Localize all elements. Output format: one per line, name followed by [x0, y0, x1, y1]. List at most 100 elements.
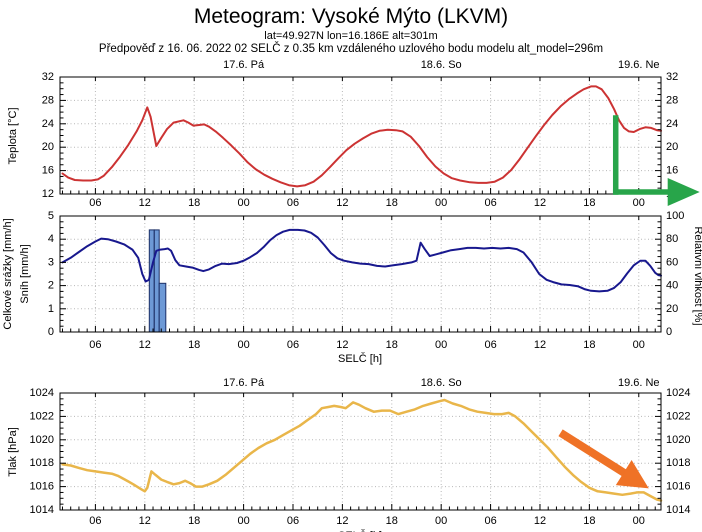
- y-axis-title: Teplota [°C]: [7, 108, 19, 165]
- x-tick-label: 06: [89, 515, 101, 527]
- x-tick-label: 06: [89, 339, 101, 351]
- y-tick-label: 0: [48, 326, 54, 338]
- x-tick-label: 18: [583, 515, 595, 527]
- arrow-head: [667, 177, 700, 206]
- y-tick-label: 1018: [30, 457, 54, 469]
- day-label: 18.6. So: [421, 59, 462, 71]
- y-tick-label-right: 20: [666, 141, 678, 153]
- x-tick-label: 00: [633, 339, 645, 351]
- x-tick-label: 18: [188, 515, 200, 527]
- x-tick-label: 00: [435, 515, 447, 527]
- y-tick-label: 24: [42, 118, 54, 130]
- axis-ticks: [60, 76, 661, 195]
- y-tick-label-right: 24: [666, 118, 678, 130]
- y-tick-label-right: 1024: [666, 387, 690, 399]
- y-tick-label-right: 1016: [666, 481, 690, 493]
- x-tick-label: 18: [583, 197, 595, 209]
- y-tick-label: 5: [48, 210, 54, 222]
- day-label: 19.6. Ne: [618, 377, 660, 389]
- panel-frame: [59, 392, 662, 511]
- arrow-head: [615, 460, 649, 489]
- day-label: 19.6. Ne: [618, 59, 660, 71]
- y-tick-label: 20: [42, 141, 54, 153]
- x-tick-label: 00: [633, 197, 645, 209]
- page-title: Meteogram: Vysoké Mýto (LKVM): [193, 5, 509, 28]
- orange-arrow-annotation: [558, 429, 649, 489]
- forecast-info-line: Předpověď z 16. 06. 2022 02 SELČ z 0.35 …: [98, 43, 604, 55]
- teplota-line: [61, 85, 662, 188]
- x-tick-label: 12: [139, 197, 151, 209]
- x-tick-label: 12: [534, 515, 546, 527]
- day-label: 17.6. Pá: [223, 59, 265, 71]
- y-tick-label-right: 1018: [666, 457, 690, 469]
- y-tick-label: 1: [48, 303, 54, 315]
- x-tick-label: 12: [336, 515, 348, 527]
- green-elbow-arrow-annotation: [612, 115, 700, 206]
- y-tick-label: 12: [42, 188, 54, 200]
- tlak-line: [61, 398, 663, 502]
- x-tick-label: 06: [287, 515, 299, 527]
- y-tick-label-right: 32: [666, 71, 678, 83]
- y-tick-label: 1024: [30, 387, 54, 399]
- x-tick-label: 12: [534, 339, 546, 351]
- x-tick-label: 06: [89, 197, 101, 209]
- y-tick-label-right: 1020: [666, 434, 690, 446]
- arrow-shaft: [558, 429, 630, 479]
- precip-bar: [153, 229, 160, 333]
- x-tick-label: 18: [386, 339, 398, 351]
- x-tick-label: 06: [287, 197, 299, 209]
- relativn-vlhkost-line: [61, 228, 662, 293]
- axis-ticks: [60, 392, 661, 511]
- x-tick-label: 12: [139, 515, 151, 527]
- humidity-tick-label: 0: [666, 326, 672, 338]
- panel-teplota: 12 12 16 16 20 20 24 24 28 28 32 32 06 12 18 00 06 12 18 00…: [7, 59, 700, 209]
- x-tick-label: 00: [237, 339, 249, 351]
- humidity-tick-label: 80: [666, 233, 678, 245]
- x-tick-label: 18: [386, 197, 398, 209]
- day-label: 17.6. Pá: [223, 377, 265, 389]
- x-tick-label: 00: [435, 197, 447, 209]
- x-tick-label: 18: [386, 515, 398, 527]
- panel-tlak: 1014 1014 1016 1016 1018 1018 1020 1020 1022 1022…: [7, 377, 690, 532]
- y-tick-label: 16: [42, 165, 54, 177]
- humidity-tick-label: 100: [666, 210, 684, 222]
- precip-bar: [158, 282, 167, 333]
- panel-frame: [59, 76, 662, 195]
- humidity-tick-label: 20: [666, 303, 678, 315]
- x-tick-label: 06: [287, 339, 299, 351]
- y-tick-label-right: 1014: [666, 504, 690, 516]
- x-tick-label: 12: [139, 339, 151, 351]
- right-axis-title: Relativní vlhkost [%]: [692, 226, 702, 325]
- x-tick-label: 06: [484, 515, 496, 527]
- y-axis-title-precip: Celkové srážky [mm/h]: [2, 218, 14, 329]
- x-tick-label: 00: [633, 515, 645, 527]
- location-subtitle: lat=49.927N lon=16.186E alt=301m: [264, 30, 438, 42]
- y-tick-label: 1014: [30, 504, 54, 516]
- y-tick-label-right: 1022: [666, 410, 690, 422]
- x-axis-title: SELČ [h]: [338, 352, 382, 365]
- y-tick-label-right: 28: [666, 94, 678, 106]
- precip-bar: [148, 229, 155, 333]
- precipitation-bars: [148, 229, 167, 333]
- y-tick-label-right: 16: [666, 165, 678, 177]
- x-tick-label: 18: [188, 197, 200, 209]
- x-tick-label: 06: [484, 339, 496, 351]
- day-label: 18.6. So: [421, 377, 462, 389]
- y-tick-label: 1020: [30, 434, 54, 446]
- x-tick-label: 00: [237, 197, 249, 209]
- x-tick-label: 12: [534, 197, 546, 209]
- y-axis-title: Tlak [hPa]: [7, 427, 19, 477]
- y-tick-label: 28: [42, 94, 54, 106]
- y-axis-title-snow: Sníh [mm/h]: [19, 244, 31, 303]
- x-tick-label: 06: [484, 197, 496, 209]
- y-tick-label: 4: [48, 233, 54, 245]
- axis-ticks: [60, 215, 661, 333]
- humidity-tick-label: 60: [666, 256, 678, 268]
- x-tick-label: 18: [188, 339, 200, 351]
- grid: [60, 77, 661, 194]
- y-tick-label: 1016: [30, 481, 54, 493]
- x-tick-label: 18: [583, 339, 595, 351]
- x-axis-title-clipped: SELČ [h]: [338, 529, 382, 532]
